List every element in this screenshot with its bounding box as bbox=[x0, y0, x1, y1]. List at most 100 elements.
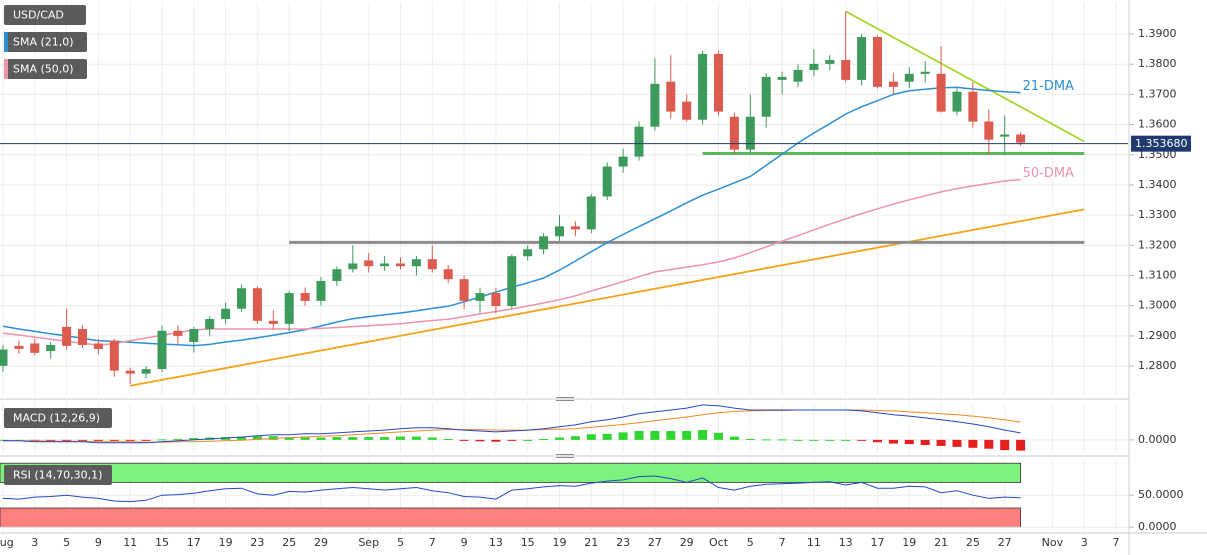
candle-body bbox=[411, 259, 421, 267]
macd-histogram-bar bbox=[141, 439, 151, 441]
candle-body bbox=[221, 308, 231, 320]
macd-histogram-bar bbox=[396, 436, 405, 440]
x-tick-label: 21 bbox=[584, 536, 598, 549]
candle-body bbox=[729, 116, 739, 150]
candle-body bbox=[443, 269, 453, 280]
macd-histogram-bar bbox=[586, 434, 596, 440]
panel-handle bbox=[556, 397, 574, 401]
x-tick-label: 19 bbox=[553, 536, 567, 549]
macd-histogram-bar bbox=[968, 439, 978, 448]
y-tick-label: 1.3300 bbox=[1138, 208, 1177, 221]
macd-histogram-bar bbox=[348, 437, 358, 440]
x-tick-label: 9 bbox=[95, 536, 102, 549]
candle-body bbox=[0, 349, 8, 366]
candle-body bbox=[602, 166, 612, 197]
x-tick-label: 19 bbox=[902, 536, 916, 549]
macd-histogram-bar bbox=[507, 439, 517, 441]
candle-body bbox=[634, 126, 644, 157]
candle-body bbox=[888, 81, 898, 87]
macd-histogram-bar bbox=[809, 439, 819, 441]
rsi-band bbox=[0, 462, 1021, 483]
candle-body bbox=[173, 330, 183, 336]
candle-body bbox=[682, 101, 692, 120]
candle-body bbox=[109, 340, 119, 371]
legend-label: RSI (14,70,30,1) bbox=[13, 469, 102, 482]
x-tick-label: 3 bbox=[1081, 536, 1088, 549]
macd-histogram-bar bbox=[873, 439, 882, 443]
candle-body bbox=[904, 73, 914, 82]
trendline bbox=[845, 10, 1085, 143]
macd-histogram-bar bbox=[157, 439, 167, 441]
legend-swatch bbox=[4, 32, 8, 52]
y-tick-label: 1.2800 bbox=[1138, 359, 1177, 372]
x-tick-label: 21 bbox=[934, 536, 948, 549]
candle-body bbox=[745, 116, 755, 150]
macd-histogram-bar bbox=[332, 437, 342, 440]
y-tick-label: 50.0000 bbox=[1138, 488, 1184, 501]
legend-box bbox=[4, 59, 87, 79]
rsi-band bbox=[0, 507, 1021, 528]
candle-body bbox=[14, 345, 24, 349]
candle-body bbox=[491, 293, 501, 307]
sma-line bbox=[2, 178, 1021, 347]
x-tick-label: 23 bbox=[250, 536, 264, 549]
x-tick-label: 25 bbox=[966, 536, 980, 549]
candle-body bbox=[1000, 134, 1010, 137]
x-tick-label: Oct bbox=[709, 536, 729, 549]
x-tick-label: 7 bbox=[779, 536, 786, 549]
candle-body bbox=[78, 328, 87, 345]
x-tick-label: 29 bbox=[314, 536, 328, 549]
candle-body bbox=[252, 288, 262, 321]
candle-body bbox=[237, 288, 246, 309]
x-tick-label: 15 bbox=[155, 536, 169, 549]
candle-body bbox=[125, 370, 135, 374]
candle-body bbox=[968, 91, 978, 122]
legend-label: USD/CAD bbox=[13, 9, 64, 22]
candle-body bbox=[920, 71, 930, 74]
sma-label: 21-DMA bbox=[1023, 79, 1074, 94]
candle-body bbox=[300, 293, 310, 301]
macd-histogram-bar bbox=[475, 439, 485, 442]
y-tick-label: 1.3200 bbox=[1138, 238, 1177, 251]
macd-histogram-bar bbox=[761, 439, 771, 441]
x-tick-label: Sep bbox=[358, 536, 379, 549]
x-tick-label: 9 bbox=[461, 536, 468, 549]
x-tick-label: 15 bbox=[521, 536, 535, 549]
candle-body bbox=[157, 330, 167, 370]
candle-body bbox=[777, 76, 787, 80]
y-tick-label: 1.3100 bbox=[1138, 269, 1177, 282]
candle-body bbox=[984, 121, 994, 140]
candle-body bbox=[141, 369, 151, 374]
panel-handle bbox=[556, 454, 574, 458]
macd-histogram-bar bbox=[46, 439, 56, 441]
x-tick-label: 29 bbox=[680, 536, 694, 549]
macd-histogram-bar bbox=[523, 439, 533, 441]
x-tick-label: Nov bbox=[1042, 536, 1064, 549]
candle-body bbox=[189, 328, 199, 342]
macd-histogram-bar bbox=[539, 438, 549, 440]
candle-body bbox=[698, 53, 708, 120]
macd-histogram-bar bbox=[555, 437, 564, 440]
last-price-label: 1.353680 bbox=[1135, 137, 1188, 150]
macd-histogram-bar bbox=[729, 436, 739, 440]
macd-histogram-bar bbox=[984, 439, 994, 449]
candle-body bbox=[475, 293, 485, 301]
macd-histogram-bar bbox=[237, 436, 246, 440]
x-tick-label: 27 bbox=[998, 536, 1012, 549]
candle-body bbox=[93, 343, 103, 349]
macd-histogram-bar bbox=[443, 438, 453, 440]
macd-histogram-bar bbox=[109, 439, 119, 441]
macd-histogram-bar bbox=[952, 439, 962, 447]
x-tick-label: 27 bbox=[648, 536, 662, 549]
candle-body bbox=[396, 263, 405, 267]
macd-histogram-bar bbox=[125, 439, 135, 441]
candle-body bbox=[570, 226, 580, 230]
macd-histogram-bar bbox=[634, 431, 644, 440]
candle-body bbox=[459, 279, 469, 301]
macd-histogram-bar bbox=[841, 439, 851, 441]
y-tick-label: 1.3700 bbox=[1138, 87, 1177, 100]
candle-body bbox=[555, 226, 564, 237]
macd-histogram-bar bbox=[714, 432, 723, 440]
